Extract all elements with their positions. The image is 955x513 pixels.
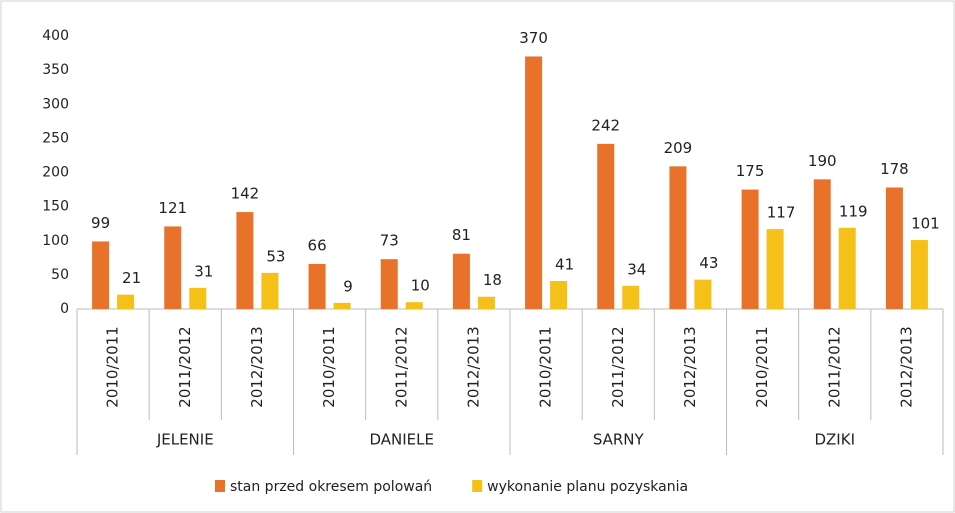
data-label: 242	[591, 116, 620, 134]
y-tick-label: 350	[42, 62, 69, 78]
x-tick-label: 2011/2012	[609, 326, 627, 407]
bar	[333, 302, 351, 309]
data-label: 9	[343, 277, 353, 295]
x-tick-label: 2012/2013	[681, 326, 699, 407]
bar	[910, 240, 928, 309]
bar	[477, 296, 495, 309]
data-label: 175	[736, 162, 765, 180]
group-label: DZIKI	[814, 431, 855, 449]
group-label: SARNY	[593, 431, 645, 449]
data-label: 41	[555, 256, 574, 274]
x-tick-label: 2011/2012	[392, 326, 410, 407]
data-label: 209	[664, 139, 693, 157]
legend-label: wykonanie planu pozyskania	[487, 479, 688, 495]
bar	[405, 302, 423, 309]
data-label: 73	[380, 232, 399, 250]
bar	[525, 56, 543, 309]
legend-swatch	[215, 480, 225, 492]
data-label: 121	[158, 199, 187, 217]
data-label: 31	[194, 262, 213, 280]
data-label: 10	[411, 277, 430, 295]
x-tick-label: 2010/2011	[104, 326, 122, 407]
y-tick-label: 300	[42, 96, 69, 112]
bar	[838, 227, 856, 309]
x-tick-label: 2012/2013	[248, 326, 266, 407]
bar	[261, 272, 279, 309]
data-label: 142	[231, 185, 260, 203]
bar	[694, 279, 712, 309]
x-tick-label: 2010/2011	[537, 326, 555, 407]
bar	[380, 259, 398, 309]
bar	[452, 253, 470, 309]
data-label: 34	[627, 260, 646, 278]
bar	[236, 212, 254, 309]
bar	[164, 226, 182, 309]
data-label: 119	[839, 202, 868, 220]
bar	[813, 179, 831, 309]
bar	[189, 287, 207, 309]
x-tick-label: 2010/2011	[320, 326, 338, 407]
data-label: 66	[308, 236, 327, 254]
data-label: 178	[880, 160, 909, 178]
y-tick-label: 150	[42, 199, 69, 215]
x-tick-label: 2012/2013	[897, 326, 915, 407]
y-tick-label: 200	[42, 165, 69, 181]
data-label: 117	[767, 204, 796, 222]
x-tick-label: 2010/2011	[753, 326, 771, 407]
bar	[622, 285, 640, 309]
data-label: 370	[519, 29, 548, 47]
data-label: 101	[911, 215, 940, 233]
data-label: 190	[808, 152, 837, 170]
bar	[669, 166, 687, 309]
data-label: 21	[122, 269, 141, 287]
bar	[885, 187, 903, 309]
bar	[597, 143, 615, 309]
group-label: DANIELE	[369, 431, 434, 449]
bar	[766, 229, 784, 309]
data-label: 43	[699, 254, 718, 272]
data-label: 81	[452, 226, 471, 244]
data-label: 18	[483, 271, 502, 289]
group-label: JELENIE	[156, 431, 214, 449]
data-label: 53	[266, 247, 285, 265]
x-tick-label: 2011/2012	[176, 326, 194, 407]
data-label: 99	[91, 214, 110, 232]
y-tick-label: 100	[42, 233, 69, 249]
x-tick-label: 2011/2012	[825, 326, 843, 407]
y-tick-label: 250	[42, 130, 69, 146]
bar	[550, 281, 568, 309]
legend-swatch	[472, 480, 483, 492]
bar	[308, 263, 326, 309]
y-tick-label: 0	[60, 301, 69, 317]
legend-label: stan przed okresem polowań	[230, 479, 432, 495]
bar	[92, 241, 110, 309]
y-tick-label: 400	[42, 28, 69, 44]
bar	[741, 189, 759, 309]
x-tick-label: 2012/2013	[464, 326, 482, 407]
y-tick-label: 50	[51, 267, 69, 283]
bar	[117, 294, 135, 309]
